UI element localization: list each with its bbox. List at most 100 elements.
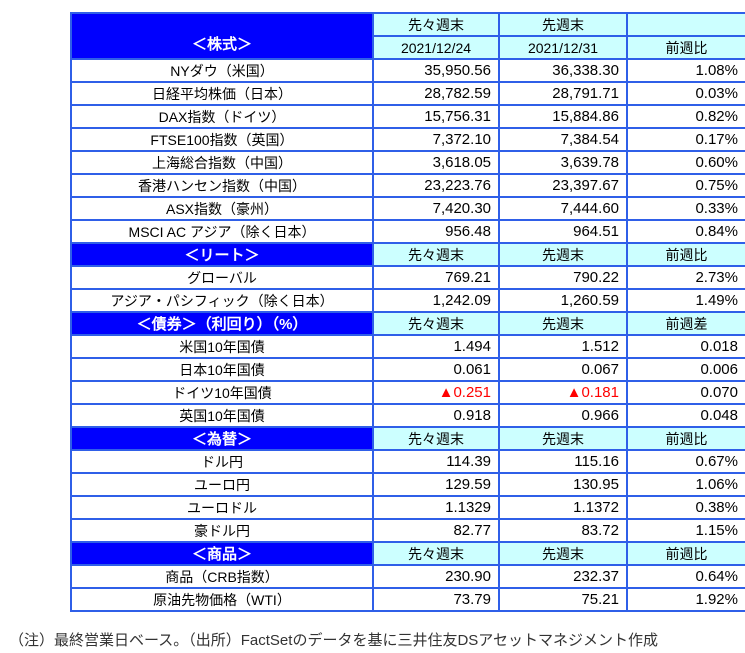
value-cell: 3,618.05 <box>372 150 500 175</box>
section-title-cell: ＜株式＞ <box>70 12 374 60</box>
table-row: ユーロドル 1.1329 1.1372 0.38% <box>70 495 745 520</box>
value-cell: 1,260.59 <box>498 288 628 313</box>
value-cell: 232.37 <box>498 564 628 589</box>
period-header-cell: 先々週末 <box>372 311 500 336</box>
period-header-cell: 先週末 <box>498 541 628 566</box>
table-row: ドル円 114.39 115.16 0.67% <box>70 449 745 474</box>
table-row: 原油先物価格（WTI） 73.79 75.21 1.92% <box>70 587 745 612</box>
change-cell: 0.60% <box>626 150 745 175</box>
value-cell: 0.918 <box>372 403 500 428</box>
section-title-cell: ＜リート＞ <box>70 242 374 267</box>
value-cell: 23,397.67 <box>498 173 628 198</box>
value-cell: 1,242.09 <box>372 288 500 313</box>
value-cell: 75.21 <box>498 587 628 612</box>
value-cell: 7,444.60 <box>498 196 628 221</box>
period-header-cell: 前週比 <box>626 541 745 566</box>
row-label-cell: 商品（CRB指数） <box>70 564 374 589</box>
source-note: （注）最終営業日ベース。（出所）FactSetのデータを基に三井住友DSアセット… <box>9 632 658 649</box>
change-cell: 0.64% <box>626 564 745 589</box>
period-header-cell: 先々週末 <box>372 12 500 37</box>
value-cell: 7,420.30 <box>372 196 500 221</box>
period-header-cell: 先週末 <box>498 311 628 336</box>
change-cell: 0.67% <box>626 449 745 474</box>
change-cell: 2.73% <box>626 265 745 290</box>
change-cell: 0.048 <box>626 403 745 428</box>
value-cell: 83.72 <box>498 518 628 543</box>
table-row: 豪ドル円 82.77 83.72 1.15% <box>70 518 745 543</box>
period-header-cell: 先週末 <box>498 12 628 37</box>
value-cell: 0.067 <box>498 357 628 382</box>
value-cell: 15,884.86 <box>498 104 628 129</box>
table-row: 米国10年国債 1.494 1.512 0.018 <box>70 334 745 359</box>
value-cell: 28,791.71 <box>498 81 628 106</box>
value-cell: 73.79 <box>372 587 500 612</box>
period-header-cell: 前週差 <box>626 311 745 336</box>
market-data-table: ＜株式＞ 先々週末 先週末 2021/12/24 2021/12/31 前週比 NYダウ（米… <box>70 12 745 612</box>
value-cell: 3,639.78 <box>498 150 628 175</box>
change-cell: 0.03% <box>626 81 745 106</box>
row-label-cell: 上海総合指数（中国） <box>70 150 374 175</box>
market-table-body: ＜株式＞ 先々週末 先週末 2021/12/24 2021/12/31 前週比 NYダウ（米… <box>70 12 745 612</box>
row-label-cell: グローバル <box>70 265 374 290</box>
table-row: NYダウ（米国） 35,950.56 36,338.30 1.08% <box>70 58 745 83</box>
period-header-cell: 先週末 <box>498 242 628 267</box>
change-cell: 1.15% <box>626 518 745 543</box>
row-label-cell: ASX指数（豪州） <box>70 196 374 221</box>
row-label-cell: ユーロ円 <box>70 472 374 497</box>
period-header-cell: 前週比 <box>626 242 745 267</box>
row-label-cell: 香港ハンセン指数（中国） <box>70 173 374 198</box>
period-header-cell: 前週比 <box>626 426 745 451</box>
row-label-cell: アジア・パシフィック（除く日本） <box>70 288 374 313</box>
change-cell: 0.84% <box>626 219 745 244</box>
row-label-cell: DAX指数（ドイツ） <box>70 104 374 129</box>
row-label-cell: 日本10年国債 <box>70 357 374 382</box>
table-row: FTSE100指数（英国） 7,372.10 7,384.54 0.17% <box>70 127 745 152</box>
row-label-cell: ユーロドル <box>70 495 374 520</box>
change-cell: 0.82% <box>626 104 745 129</box>
value-cell: 230.90 <box>372 564 500 589</box>
value-cell: 28,782.59 <box>372 81 500 106</box>
table-row: MSCI AC アジア（除く日本） 956.48 964.51 0.84% <box>70 219 745 244</box>
value-cell: 130.95 <box>498 472 628 497</box>
change-cell: 0.75% <box>626 173 745 198</box>
value-cell: 35,950.56 <box>372 58 500 83</box>
row-label-cell: NYダウ（米国） <box>70 58 374 83</box>
change-cell: 0.38% <box>626 495 745 520</box>
change-cell: 0.17% <box>626 127 745 152</box>
row-label-cell: MSCI AC アジア（除く日本） <box>70 219 374 244</box>
section-title-cell: ＜為替＞ <box>70 426 374 451</box>
period-header-cell: 先々週末 <box>372 426 500 451</box>
value-cell: 7,372.10 <box>372 127 500 152</box>
value-cell: 964.51 <box>498 219 628 244</box>
change-cell: 0.018 <box>626 334 745 359</box>
change-cell: 0.070 <box>626 380 745 405</box>
value-cell: 1.512 <box>498 334 628 359</box>
value-cell: ▲0.251 <box>372 380 500 405</box>
change-cell: 1.08% <box>626 58 745 83</box>
value-cell: 769.21 <box>372 265 500 290</box>
table-row: ドイツ10年国債 ▲0.251 ▲0.181 0.070 <box>70 380 745 405</box>
date-header-cell: 前週比 <box>626 35 745 60</box>
change-cell: 1.49% <box>626 288 745 313</box>
value-cell: 0.061 <box>372 357 500 382</box>
period-header-cell: 先々週末 <box>372 242 500 267</box>
change-cell: 1.06% <box>626 472 745 497</box>
table-row: ASX指数（豪州） 7,420.30 7,444.60 0.33% <box>70 196 745 221</box>
section-title-cell: ＜債券＞（利回り）（%） <box>70 311 374 336</box>
value-cell: 36,338.30 <box>498 58 628 83</box>
table-row: グローバル 769.21 790.22 2.73% <box>70 265 745 290</box>
date-header-cell: 2021/12/24 <box>372 35 500 60</box>
value-cell: 0.966 <box>498 403 628 428</box>
section-title-cell: ＜商品＞ <box>70 541 374 566</box>
table-row: 英国10年国債 0.918 0.966 0.048 <box>70 403 745 428</box>
table-row: 香港ハンセン指数（中国） 23,223.76 23,397.67 0.75% <box>70 173 745 198</box>
value-cell: ▲0.181 <box>498 380 628 405</box>
period-header-cell: 先々週末 <box>372 541 500 566</box>
period-header-cell: 先週末 <box>498 426 628 451</box>
value-cell: 82.77 <box>372 518 500 543</box>
change-cell: 0.006 <box>626 357 745 382</box>
value-cell: 1.494 <box>372 334 500 359</box>
row-label-cell: ドイツ10年国債 <box>70 380 374 405</box>
row-label-cell: 米国10年国債 <box>70 334 374 359</box>
change-cell: 0.33% <box>626 196 745 221</box>
